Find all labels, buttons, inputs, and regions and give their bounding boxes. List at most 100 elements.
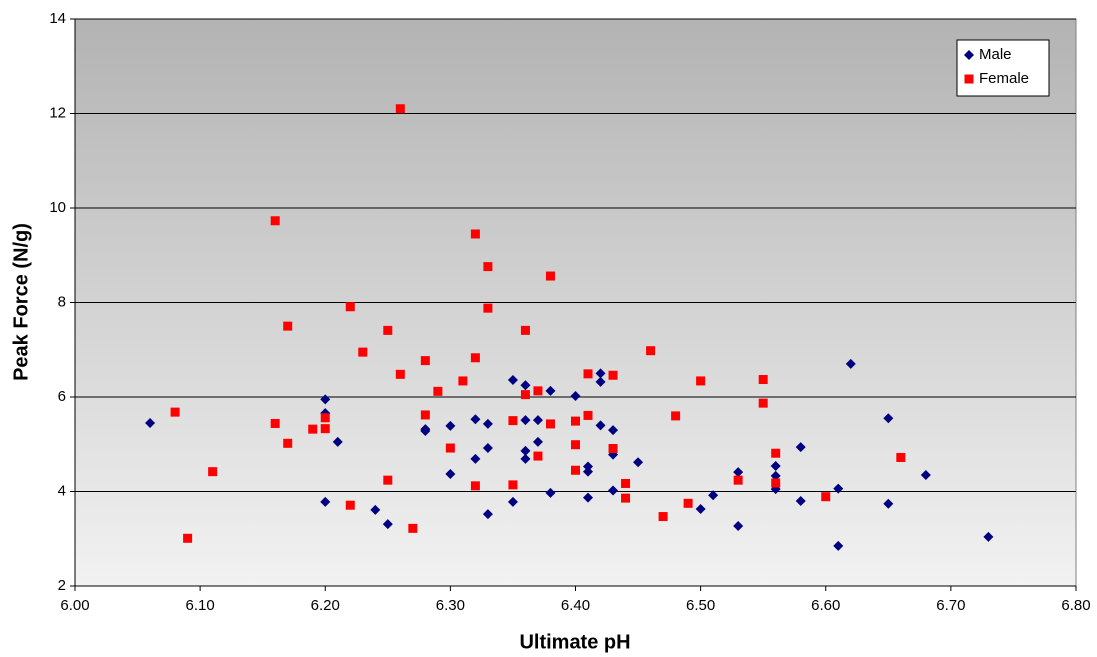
point [595, 420, 606, 431]
point [445, 469, 456, 480]
point [383, 325, 393, 335]
point [482, 509, 493, 520]
point [920, 469, 931, 480]
point [532, 415, 543, 426]
point [658, 512, 668, 522]
point [896, 452, 906, 462]
point [883, 413, 894, 424]
legend-marker [964, 74, 974, 84]
point [483, 303, 493, 313]
point [395, 369, 405, 379]
point [533, 451, 543, 461]
point [758, 398, 768, 408]
point [170, 407, 180, 417]
point [470, 481, 480, 491]
point [733, 520, 744, 531]
point [570, 391, 581, 402]
point [320, 424, 330, 434]
point [608, 485, 619, 496]
point [345, 500, 355, 510]
point [833, 483, 844, 494]
point [595, 368, 606, 379]
legend-box [956, 39, 1050, 97]
point [533, 386, 543, 396]
point [370, 504, 381, 515]
point [208, 467, 218, 477]
legend-label: Male [979, 46, 1012, 63]
point [507, 496, 518, 507]
y-tick-label: 8 [58, 293, 66, 310]
point [283, 321, 293, 331]
point [633, 457, 644, 468]
point [770, 460, 781, 471]
x-axis-title: Ultimate pH [519, 631, 630, 653]
point [508, 416, 518, 426]
x-tick-label: 6.30 [436, 597, 465, 614]
point [520, 415, 531, 426]
y-tick-label: 4 [58, 482, 66, 499]
point [508, 480, 518, 490]
point [520, 325, 530, 335]
point [771, 448, 781, 458]
point [470, 229, 480, 239]
point [270, 418, 280, 428]
x-tick-label: 6.70 [936, 597, 965, 614]
y-tick-label: 6 [58, 388, 66, 405]
point [708, 490, 719, 501]
point [445, 420, 456, 431]
x-tick-label: 6.50 [686, 597, 715, 614]
point [545, 487, 556, 498]
point [583, 492, 594, 503]
legend-marker [964, 50, 974, 60]
point [583, 410, 593, 420]
point [383, 475, 393, 485]
point [420, 356, 430, 366]
point [696, 376, 706, 386]
point [520, 390, 530, 400]
point [621, 493, 631, 503]
point [270, 216, 280, 226]
point [795, 442, 806, 453]
point [695, 503, 706, 514]
point [482, 418, 493, 429]
point [646, 346, 656, 356]
x-tick-label: 6.20 [311, 597, 340, 614]
y-axis-title: Peak Force (N/g) [10, 223, 32, 381]
point [507, 374, 518, 385]
point [621, 478, 631, 488]
point [608, 425, 619, 436]
point [320, 394, 331, 405]
point [770, 470, 781, 481]
point [520, 453, 531, 464]
point [420, 410, 430, 420]
point [395, 104, 405, 114]
point [545, 419, 555, 429]
point [583, 369, 593, 379]
point [883, 498, 894, 509]
x-tick-label: 6.10 [186, 597, 215, 614]
point [758, 375, 768, 385]
point [983, 531, 994, 542]
point [671, 411, 681, 421]
point [583, 466, 594, 477]
x-tick-label: 6.80 [1061, 597, 1090, 614]
point [571, 465, 580, 475]
x-tick-label: 6.40 [561, 597, 590, 614]
y-tick-label: 2 [58, 577, 66, 594]
point [545, 385, 556, 396]
point [408, 523, 418, 533]
point [845, 358, 856, 369]
point [320, 496, 331, 507]
point [771, 478, 781, 488]
point [608, 444, 618, 454]
legend-label: Female [979, 70, 1029, 87]
point [571, 416, 580, 426]
point [183, 533, 193, 543]
point [145, 417, 156, 428]
point [283, 438, 293, 448]
point [520, 445, 531, 456]
point [445, 443, 455, 453]
point [733, 475, 743, 485]
point [382, 519, 393, 530]
point [358, 347, 368, 357]
